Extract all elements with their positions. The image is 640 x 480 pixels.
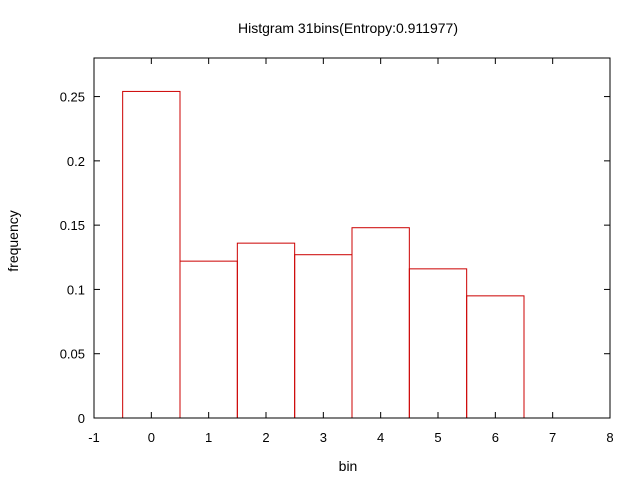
y-tick-label: 0.25 [60,90,85,105]
y-tick-label: 0.05 [60,347,85,362]
y-axis-label: frequency [5,210,21,271]
bar-bin-5 [408,268,468,419]
x-tick-label: 2 [262,430,269,445]
chart-title: Histgram 31bins(Entropy:0.911977) [238,20,458,36]
x-tick-label: 6 [492,430,499,445]
ticks-group: 00.050.10.150.20.25-1 0 1 2 3 4 5 6 7 8 [60,58,614,445]
x-axis-label: bin [339,458,358,474]
axes-group [93,57,611,419]
bar-bin-6 [466,295,525,419]
plot-frame [93,57,611,419]
x-tick-label: -1 [88,430,100,445]
bar-bin-3 [294,254,353,419]
x-tick-label: 0 [148,430,155,445]
x-tick-label: 3 [320,430,327,445]
y-tick-label: 0.1 [67,282,85,297]
bar-bin-2 [236,242,296,419]
bar-bin-1 [179,260,238,419]
y-tick-label: 0 [78,411,85,426]
bar-bin-4 [351,227,410,419]
x-tick-label: 4 [377,430,384,445]
bar-bin-0 [122,90,181,419]
y-tick-label: 0.2 [67,154,85,169]
bars-group [122,90,525,419]
x-tick-label: 7 [549,430,556,445]
x-tick-label: 8 [606,430,613,445]
y-tick-label: 0.15 [60,218,85,233]
x-tick-label: 1 [205,430,212,445]
x-tick-label: 5 [434,430,441,445]
